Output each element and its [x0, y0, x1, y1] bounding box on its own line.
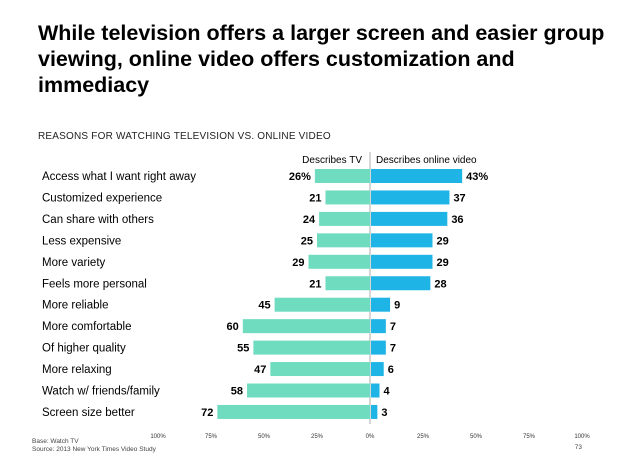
headline: While television offers a larger screen …: [38, 21, 605, 97]
data-label-tv: 45: [258, 300, 270, 312]
bar-online: [371, 297, 391, 312]
data-label-tv: 47: [254, 364, 266, 376]
category-label: More relaxing: [42, 364, 112, 376]
footnote-base: Base: Watch TV: [32, 438, 79, 445]
data-label-online: 3: [381, 407, 387, 419]
bar-online: [371, 190, 450, 205]
bar-tv: [247, 383, 370, 398]
footnote: Base: Watch TV Source: 2013 New York Tim…: [32, 438, 156, 454]
chart-subheading: Reasons for Watching Television vs. Onli…: [38, 131, 331, 142]
data-label-online: 4: [383, 386, 390, 398]
category-label: Feels more personal: [42, 278, 147, 290]
category-label: Customized experience: [42, 192, 162, 204]
x-tick-label: 50%: [258, 434, 271, 440]
category-label: Of higher quality: [42, 343, 126, 355]
x-tick-label: 25%: [417, 434, 430, 440]
data-label-tv: 25: [301, 235, 313, 247]
bar-tv: [325, 190, 370, 205]
data-label-online: 9: [394, 300, 400, 312]
bar-online: [371, 254, 433, 269]
data-label-online: 29: [436, 235, 448, 247]
bar-tv: [308, 254, 370, 269]
category-label: More reliable: [42, 300, 108, 312]
data-label-tv: 21: [309, 192, 321, 204]
series-header-tv: Describes TV: [302, 155, 362, 166]
bar-online: [371, 211, 448, 226]
bar-tv: [317, 233, 370, 248]
category-label: Screen size better: [42, 407, 135, 419]
bar-online: [371, 233, 433, 248]
data-label-online: 36: [451, 214, 463, 226]
data-label-online: 43%: [466, 171, 488, 183]
data-label-tv: 55: [237, 343, 249, 355]
bar-tv: [217, 404, 370, 419]
bar-online: [371, 404, 378, 419]
bar-online: [371, 340, 386, 355]
data-label-online: 6: [388, 364, 394, 376]
data-label-tv: 26%: [289, 171, 311, 183]
bar-online: [371, 319, 386, 334]
category-label: Watch w/ friends/family: [42, 386, 160, 398]
series-header-online: Describes online video: [376, 155, 477, 166]
data-label-tv: 58: [231, 386, 243, 398]
x-tick-label: 75%: [205, 434, 218, 440]
x-tick-label: 0%: [366, 434, 375, 440]
bar-tv: [242, 319, 370, 334]
data-label-tv: 29: [292, 257, 304, 269]
data-label-online: 29: [436, 257, 448, 269]
category-label: More variety: [42, 257, 106, 269]
category-label: Can share with others: [42, 214, 154, 226]
data-label-tv: 72: [201, 407, 213, 419]
category-label: Less expensive: [42, 235, 121, 247]
bar-tv: [319, 211, 370, 226]
bar-online: [371, 169, 463, 183]
x-tick-label: 100%: [574, 434, 590, 440]
data-label-online: 28: [434, 278, 446, 290]
bar-tv: [325, 276, 370, 291]
bar-tv: [314, 169, 370, 183]
data-label-tv: 21: [309, 278, 321, 290]
bar-tv: [253, 340, 370, 355]
footnote-source: Source: 2013 New York Times Video Study: [32, 446, 156, 453]
category-label: Access what I want right away: [42, 171, 196, 183]
x-tick-label: 100%: [150, 434, 166, 440]
data-label-online: 7: [390, 343, 396, 355]
data-label-tv: 60: [227, 321, 239, 333]
category-label: More comfortable: [42, 321, 131, 333]
x-tick-label: 25%: [311, 434, 324, 440]
data-label-tv: 24: [303, 214, 316, 226]
bar-online: [371, 383, 380, 398]
x-tick-label: 50%: [470, 434, 483, 440]
bar-online: [371, 276, 431, 291]
bar-tv: [274, 297, 370, 312]
data-label-online: 7: [390, 321, 396, 333]
page-number: 73: [574, 444, 582, 451]
bar-online: [371, 362, 384, 377]
data-label-online: 37: [453, 192, 465, 204]
x-tick-label: 75%: [523, 434, 536, 440]
bar-tv: [270, 362, 370, 377]
